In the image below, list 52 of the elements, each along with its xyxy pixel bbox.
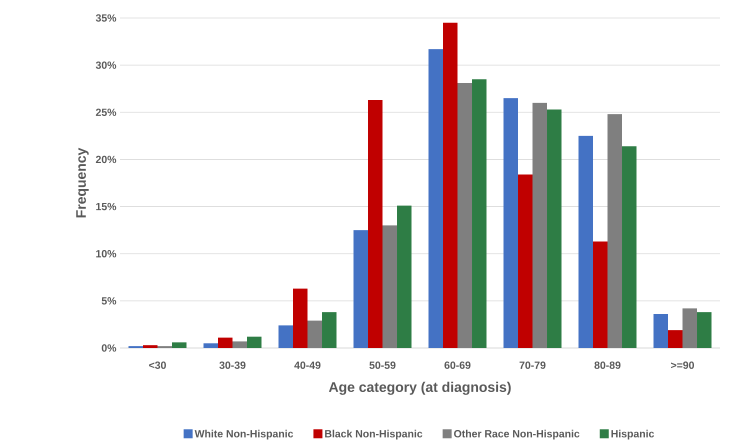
bar — [622, 146, 637, 348]
bar — [278, 325, 294, 348]
bar — [382, 225, 398, 348]
bar — [593, 241, 608, 348]
bar — [578, 136, 594, 348]
y-tick-label: 20% — [96, 156, 116, 164]
y-axis-title: Frequency — [76, 148, 89, 218]
x-tick-label: 80-89 — [594, 362, 620, 369]
bar — [458, 83, 472, 348]
x-tick-label: <30 — [149, 362, 166, 369]
bar — [322, 312, 337, 348]
bar — [368, 100, 383, 348]
bar — [682, 308, 698, 348]
bar — [697, 312, 712, 348]
x-tick-label: 50-59 — [369, 362, 396, 369]
x-tick-label: >=90 — [671, 362, 694, 369]
bar — [668, 330, 683, 348]
legend-label: Hispanic — [611, 430, 654, 440]
bar — [547, 109, 562, 348]
legend-label: Black Non-Hispanic — [325, 430, 422, 440]
legend-label: White Non-Hispanic — [194, 430, 294, 440]
bar — [504, 98, 518, 348]
bar — [397, 206, 412, 348]
bar — [293, 288, 308, 348]
bar — [247, 336, 262, 348]
x-tick-label: 30-39 — [219, 362, 246, 369]
y-tick-label: 25% — [96, 108, 116, 116]
x-tick-label: 40-49 — [294, 362, 320, 369]
bar — [354, 230, 368, 348]
bar — [654, 314, 668, 348]
legend-label: Other Race Non-Hispanic — [454, 430, 580, 440]
y-tick-label: 0% — [102, 344, 116, 352]
bar — [143, 345, 158, 348]
bar — [204, 343, 218, 348]
bar — [232, 341, 247, 348]
bar — [428, 49, 444, 348]
bar — [172, 342, 186, 348]
y-tick-label: 10% — [96, 250, 116, 258]
bar — [443, 22, 458, 348]
bar — [518, 174, 533, 348]
y-tick-label: 35% — [96, 14, 116, 22]
x-axis-title: Age category (at diagnosis) — [328, 382, 511, 395]
bar — [472, 79, 487, 348]
bar — [308, 320, 322, 348]
y-tick-label: 30% — [96, 61, 116, 69]
x-tick-label: 60-69 — [444, 362, 470, 369]
bar — [218, 338, 232, 348]
y-tick-label: 15% — [96, 202, 116, 210]
bar — [532, 102, 548, 348]
bar — [608, 114, 622, 348]
y-tick-label: 5% — [102, 297, 116, 305]
x-tick-label: 70-79 — [520, 362, 546, 369]
